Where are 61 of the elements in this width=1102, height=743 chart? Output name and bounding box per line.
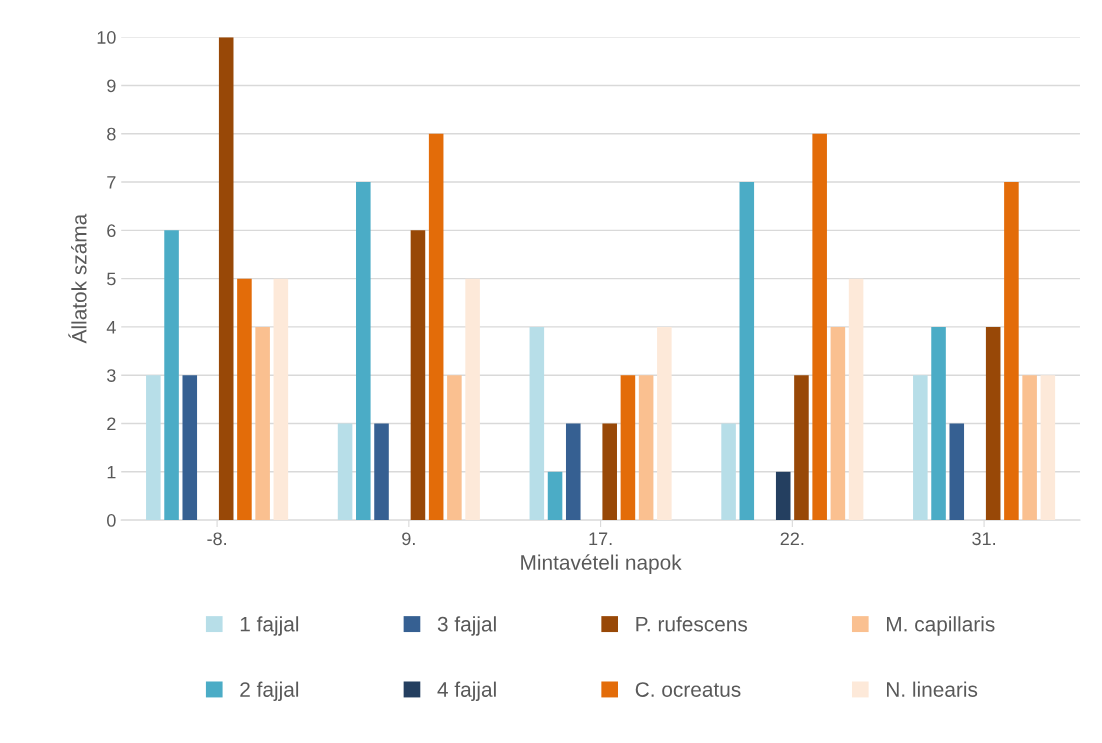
legend-label: P. rufescens [636,616,748,632]
bar [721,423,736,521]
bar [1040,375,1056,521]
bar [547,471,563,521]
y-tick-label: 2 [107,417,116,431]
y-tick-label: 0 [107,514,116,527]
bar [218,37,234,521]
x-axis-title: Mintavételi napok [521,554,682,574]
x-tick-label: 31. [972,532,995,546]
y-tick-label: 5 [107,272,116,286]
y-tick-label: 7 [107,176,116,189]
bar [356,182,371,521]
bar [949,423,965,521]
bar [1022,375,1037,521]
bar [830,326,846,521]
bar [529,326,545,521]
bar [657,326,672,521]
bar [739,182,755,521]
bar [812,133,827,521]
bar [794,375,809,521]
x-tick-label: 22. [780,532,804,545]
bar [775,471,791,521]
bar [638,375,654,521]
y-tick-label: 3 [107,369,116,382]
bar [465,278,480,521]
y-tick-label: 10 [97,31,116,44]
bar [447,375,462,521]
bar [428,133,444,521]
y-axis-title: Állatok száma [68,213,87,344]
bar [182,375,198,521]
bar [1004,182,1019,521]
y-tick-label: 9 [107,79,116,93]
bar [237,278,252,521]
bar [985,326,1001,521]
bar [337,423,353,521]
bar [931,326,946,521]
legend-label: M. capillaris [887,616,995,636]
bar [146,375,161,521]
bar [620,375,636,521]
bar [913,375,928,521]
x-tick-label: -8. [207,532,226,546]
bar [848,278,864,521]
bar [565,423,581,521]
x-tick-label: 17. [589,532,612,545]
bar [602,423,617,521]
legend-label: 1 fajjal [240,616,299,636]
y-tick-label: 6 [107,224,116,238]
legend-label: 2 fajjal [240,681,299,702]
y-tick-label: 8 [107,127,116,141]
y-tick-label: 1 [107,465,116,479]
bar [374,423,389,521]
y-tick-label: 4 [106,321,116,334]
bar [164,230,179,521]
legend-label: 4 fajjal [437,681,496,702]
legend-label: N. linearis [887,681,978,697]
bar [273,278,289,521]
bar [410,230,426,521]
bar [255,326,270,521]
legend-label: C. ocreatus [635,682,741,697]
legend-label: 3 fajjal [437,616,496,636]
x-tick-label: 9. [402,532,415,546]
